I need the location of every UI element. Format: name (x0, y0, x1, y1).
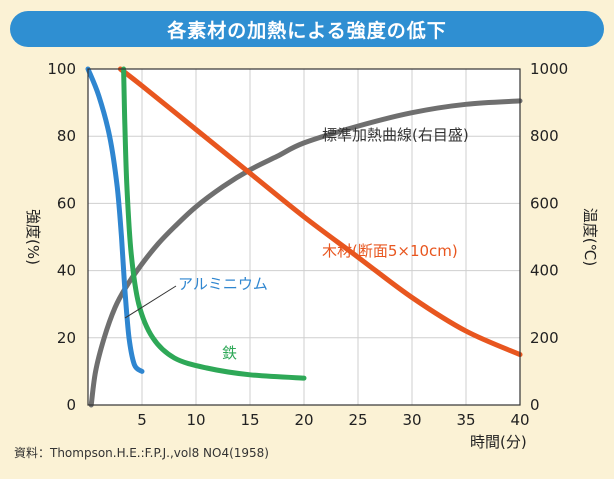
source-note: 資料：Thompson.H.E.:F.P.J.,vol8 NO4(1958) (14, 446, 269, 460)
y-right-tick-label: 0 (530, 396, 540, 414)
standard-heating-curve-label: 標準加熱曲線(右目盛) (322, 126, 469, 144)
aluminium-leader-line (124, 285, 177, 319)
x-tick-label: 30 (402, 411, 421, 429)
grid (88, 69, 520, 405)
y-left-axis-label: 強度(%) (24, 209, 42, 265)
x-tick-label: 35 (456, 411, 475, 429)
y-left-tick-label: 0 (66, 396, 76, 414)
axis-labels: 時間(分) 強度(%) 温度(℃) (24, 208, 599, 451)
tick-labels: 5 10 15 20 25 30 35 400204060801000200400600800… (47, 60, 568, 429)
standard-heating-curve (88, 98, 523, 408)
steel-strength-curve (121, 66, 307, 381)
x-tick-label: 15 (240, 411, 259, 429)
wood-strength-curve (117, 66, 523, 358)
y-right-tick-label: 800 (530, 127, 559, 145)
y-left-tick-label: 40 (57, 262, 76, 280)
series-layer (85, 66, 523, 408)
chart-title: 各素材の加熱による強度の低下 (10, 11, 604, 47)
wood-label: 木材(断面5×10cm) (322, 242, 458, 260)
x-tick-label: 10 (186, 411, 205, 429)
y-right-tick-label: 1000 (530, 60, 568, 78)
x-tick-label: 20 (294, 411, 313, 429)
aluminium-label: アルミニウム (178, 275, 268, 293)
y-left-tick-label: 100 (47, 60, 76, 78)
x-tick-label: 5 (137, 411, 147, 429)
x-tick-label: 40 (510, 411, 529, 429)
y-left-tick-label: 20 (57, 329, 76, 347)
y-left-tick-label: 60 (57, 194, 76, 212)
y-right-axis-label: 温度(℃) (581, 208, 599, 267)
y-right-tick-label: 600 (530, 194, 559, 212)
x-tick-label: 25 (348, 411, 367, 429)
steel-label: 鉄 (222, 344, 237, 362)
plot-border (87, 68, 521, 406)
y-right-tick-label: 400 (530, 262, 559, 280)
y-left-tick-label: 80 (57, 127, 76, 145)
aluminium-strength-curve (85, 66, 145, 374)
y-right-tick-label: 200 (530, 329, 559, 347)
x-axis-label: 時間(分) (470, 433, 527, 451)
